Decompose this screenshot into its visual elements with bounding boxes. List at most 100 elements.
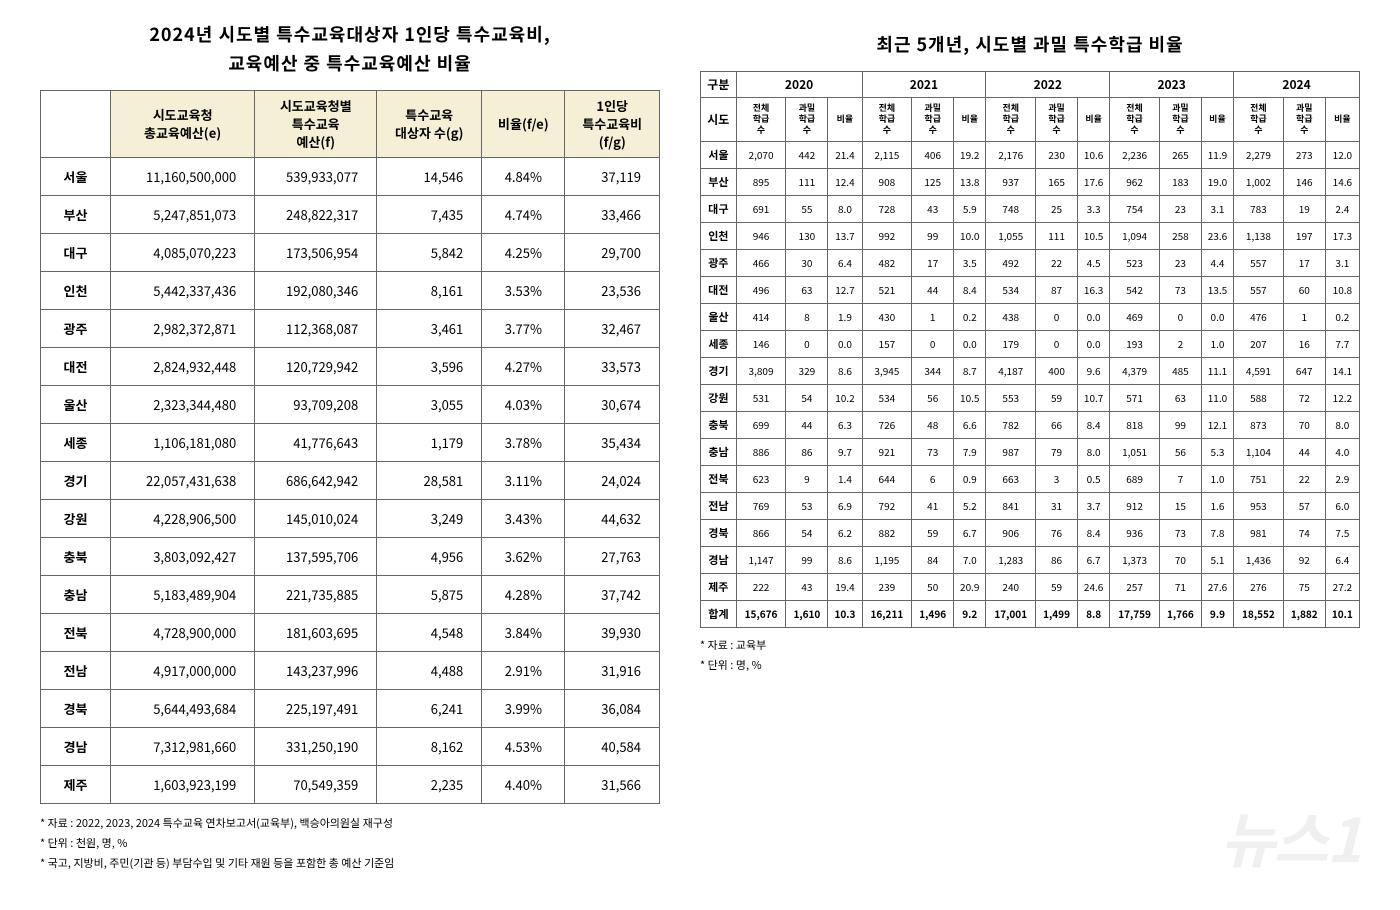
value-cell: 7.7	[1325, 330, 1359, 357]
value-cell: 23,536	[565, 272, 660, 310]
value-cell: 496	[736, 276, 786, 303]
total-row: 합계15,6761,61010.316,2111,4969.217,0011,4…	[701, 600, 1360, 627]
region-cell: 세종	[41, 424, 111, 462]
value-cell: 12.1	[1201, 411, 1233, 438]
value-cell: 1,094	[1110, 222, 1160, 249]
sub-header: 비율	[1078, 97, 1110, 141]
ratio-cell: 4.74%	[482, 196, 565, 234]
value-cell: 3,945	[862, 357, 912, 384]
table-row: 경북5,644,493,684225,197,4916,2413.99%36,0…	[41, 690, 660, 728]
value-cell: 56	[912, 384, 954, 411]
region-cell: 인천	[701, 222, 737, 249]
value-cell: 157	[862, 330, 912, 357]
value-cell: 523	[1110, 249, 1160, 276]
value-cell: 92	[1283, 546, 1325, 573]
value-cell: 40,584	[565, 728, 660, 766]
value-cell: 485	[1159, 357, 1201, 384]
value-cell: 12.4	[828, 168, 862, 195]
value-cell: 10.7	[1078, 384, 1110, 411]
value-cell: 27.2	[1325, 573, 1359, 600]
value-cell: 43	[912, 195, 954, 222]
value-cell: 111	[786, 168, 828, 195]
value-cell: 125	[912, 168, 954, 195]
value-cell: 23	[1159, 195, 1201, 222]
value-cell: 1,603,923,199	[111, 766, 255, 804]
value-cell: 29,700	[565, 234, 660, 272]
sub-header: 과밀학급수	[912, 97, 954, 141]
value-cell: 10.2	[828, 384, 862, 411]
value-cell: 1,147	[736, 546, 786, 573]
value-cell: 72	[1283, 384, 1325, 411]
value-cell: 1,195	[862, 546, 912, 573]
value-cell: 12.2	[1325, 384, 1359, 411]
total-value: 9.9	[1201, 600, 1233, 627]
table-row: 부산89511112.490812513.893716517.696218319…	[701, 168, 1360, 195]
region-cell: 충북	[41, 538, 111, 576]
value-cell: 8,161	[377, 272, 482, 310]
region-cell: 충남	[41, 576, 111, 614]
value-cell: 557	[1234, 276, 1284, 303]
table-row: 세종1,106,181,08041,776,6431,1793.78%35,43…	[41, 424, 660, 462]
value-cell: 27,763	[565, 538, 660, 576]
value-cell: 2,235	[377, 766, 482, 804]
value-cell: 1.4	[828, 465, 862, 492]
value-cell: 1	[1283, 303, 1325, 330]
value-cell: 2.9	[1325, 465, 1359, 492]
value-cell: 23.6	[1201, 222, 1233, 249]
region-cell: 인천	[41, 272, 111, 310]
region-cell: 전남	[701, 492, 737, 519]
value-cell: 8.6	[828, 546, 862, 573]
value-cell: 7.5	[1325, 519, 1359, 546]
value-cell: 751	[1234, 465, 1284, 492]
value-cell: 4,488	[377, 652, 482, 690]
region-cell: 세종	[701, 330, 737, 357]
region-cell: 강원	[701, 384, 737, 411]
value-cell: 908	[862, 168, 912, 195]
value-cell: 59	[1036, 573, 1078, 600]
value-cell: 430	[862, 303, 912, 330]
value-cell: 55	[786, 195, 828, 222]
value-cell: 20.9	[954, 573, 986, 600]
ratio-cell: 3.62%	[482, 538, 565, 576]
value-cell: 1,283	[986, 546, 1036, 573]
region-cell: 경남	[701, 546, 737, 573]
sub-header: 비율	[954, 97, 986, 141]
value-cell: 553	[986, 384, 1036, 411]
value-cell: 841	[986, 492, 1036, 519]
table-row: 대전4966312.7521448.45348716.35427313.5557…	[701, 276, 1360, 303]
region-cell: 대전	[701, 276, 737, 303]
value-cell: 1.0	[1201, 330, 1233, 357]
value-cell: 10.0	[954, 222, 986, 249]
value-cell: 3	[1036, 465, 1078, 492]
ratio-cell: 4.03%	[482, 386, 565, 424]
value-cell: 792	[862, 492, 912, 519]
value-cell: 50	[912, 573, 954, 600]
total-value: 17,759	[1110, 600, 1160, 627]
value-cell: 689	[1110, 465, 1160, 492]
value-cell: 146	[1283, 168, 1325, 195]
value-cell: 41	[912, 492, 954, 519]
value-cell: 1,104	[1234, 438, 1284, 465]
value-cell: 17	[1283, 249, 1325, 276]
value-cell: 3.1	[1201, 195, 1233, 222]
value-cell: 2,236	[1110, 141, 1160, 168]
value-cell: 207	[1234, 330, 1284, 357]
table-row: 강원5315410.25345610.55535910.75716311.058…	[701, 384, 1360, 411]
value-cell: 699	[736, 411, 786, 438]
value-cell: 1.6	[1201, 492, 1233, 519]
value-cell: 2,070	[736, 141, 786, 168]
total-value: 1,766	[1159, 600, 1201, 627]
table-row: 전남4,917,000,000143,237,9964,4882.91%31,9…	[41, 652, 660, 690]
value-cell: 0	[786, 330, 828, 357]
value-cell: 225,197,491	[255, 690, 377, 728]
value-cell: 4,379	[1110, 357, 1160, 384]
region-cell: 전북	[41, 614, 111, 652]
value-cell: 222	[736, 573, 786, 600]
value-cell: 16.3	[1078, 276, 1110, 303]
table-row: 경남1,147998.61,195847.01,283866.71,373705…	[701, 546, 1360, 573]
value-cell: 10.5	[1078, 222, 1110, 249]
budget-table-head: 시도교육청총교육예산(e)시도교육청별특수교육예산(f)특수교육대상자 수(g)…	[41, 90, 660, 158]
ratio-cell: 4.28%	[482, 576, 565, 614]
value-cell: 482	[862, 249, 912, 276]
value-cell: 73	[1159, 519, 1201, 546]
